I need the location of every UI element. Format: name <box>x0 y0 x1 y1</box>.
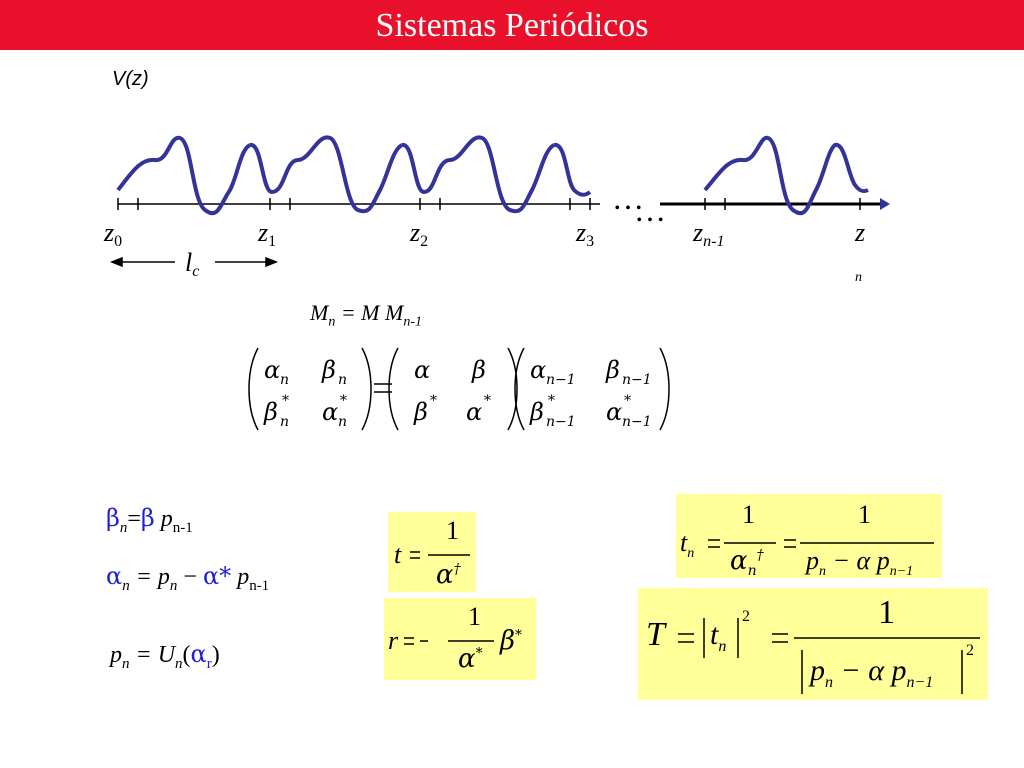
t-numerator: 1 <box>446 516 459 545</box>
ellipsis-2: … <box>634 192 668 228</box>
svg-text:β: β <box>263 398 278 426</box>
svg-text:n: n <box>338 372 347 388</box>
svg-text:n−1: n−1 <box>546 372 576 388</box>
svg-text:β: β <box>413 398 428 426</box>
z-label-n-1: zn-1 <box>693 218 725 250</box>
T-denominator: pn − α pn−1 <box>810 654 934 691</box>
potential-curve <box>116 135 592 216</box>
tn-numerator-2: 1 <box>858 500 871 529</box>
mn-relation: Mn = M Mn-1 <box>310 300 422 330</box>
tn-formula-box <box>676 494 942 578</box>
t-denominator: α† <box>436 560 461 590</box>
tn-numerator-1: 1 <box>742 500 755 529</box>
svg-text:β: β <box>321 356 336 384</box>
z-label-1: z1 <box>258 218 277 250</box>
period-label: lc <box>185 248 200 280</box>
svg-text:α: α <box>606 398 622 426</box>
svg-text:β: β <box>605 356 620 384</box>
t-lhs: t <box>394 540 402 569</box>
r-lhs: r <box>388 626 399 655</box>
z-label-n: z <box>855 218 866 247</box>
svg-text:α: α <box>264 356 280 384</box>
r-denominator: α* <box>458 644 483 674</box>
pn-relation: pn = Un(αr) <box>110 640 220 672</box>
svg-text:*: * <box>548 393 555 409</box>
r-formula-box <box>384 598 536 680</box>
beta-n-relation: βn=β pn-1 <box>106 504 193 536</box>
alpha-n-relation: αn = pn − α* pn-1 <box>106 562 270 594</box>
period-arrows <box>109 256 279 268</box>
svg-text:n−1: n−1 <box>622 372 652 388</box>
tn-denominator-1: αn† <box>730 546 764 580</box>
svg-text:*: * <box>282 393 289 409</box>
t-formula-box <box>388 512 476 592</box>
T-formula-box <box>638 588 988 700</box>
y-axis-label: V(z) <box>112 68 149 90</box>
svg-text:n−1: n−1 <box>622 414 652 430</box>
svg-text:α: α <box>466 398 482 426</box>
svg-text:*: * <box>484 393 491 409</box>
tn-lhs: tn <box>680 528 695 562</box>
svg-text:*: * <box>624 393 631 409</box>
T-den-exponent: 2 <box>966 642 974 659</box>
page-title: Sistemas Periódicos <box>375 7 649 44</box>
T-exponent: 2 <box>742 608 750 625</box>
z-label-n-sub: n <box>855 270 862 285</box>
r-numerator: 1 <box>468 602 481 631</box>
ellipsis-1: … <box>612 180 646 216</box>
svg-text:*: * <box>430 393 437 409</box>
title-bar <box>0 0 1024 50</box>
T-numerator: 1 <box>878 594 895 631</box>
T-tn: tn <box>710 618 727 655</box>
svg-text:n: n <box>280 414 289 430</box>
z-label-0: z0 <box>104 218 123 250</box>
svg-text:β: β <box>471 356 486 384</box>
axis-arrow <box>880 198 890 210</box>
potential-curve-end <box>703 135 869 216</box>
svg-text:n: n <box>338 414 347 430</box>
svg-text:α: α <box>530 356 546 384</box>
r-beta: β* <box>500 626 523 656</box>
T-lhs: T <box>646 616 665 653</box>
tn-denominator-2: pn − α pn−1 <box>806 546 914 580</box>
svg-text:n−1: n−1 <box>546 414 576 430</box>
svg-text:α: α <box>322 398 338 426</box>
axis-ticks <box>117 198 861 210</box>
svg-text:α: α <box>414 356 430 384</box>
svg-text:*: * <box>340 393 347 409</box>
svg-text:n: n <box>280 372 289 388</box>
svg-text:β: β <box>529 398 544 426</box>
z-label-2: z2 <box>410 218 429 250</box>
z-label-3: z3 <box>576 218 595 250</box>
